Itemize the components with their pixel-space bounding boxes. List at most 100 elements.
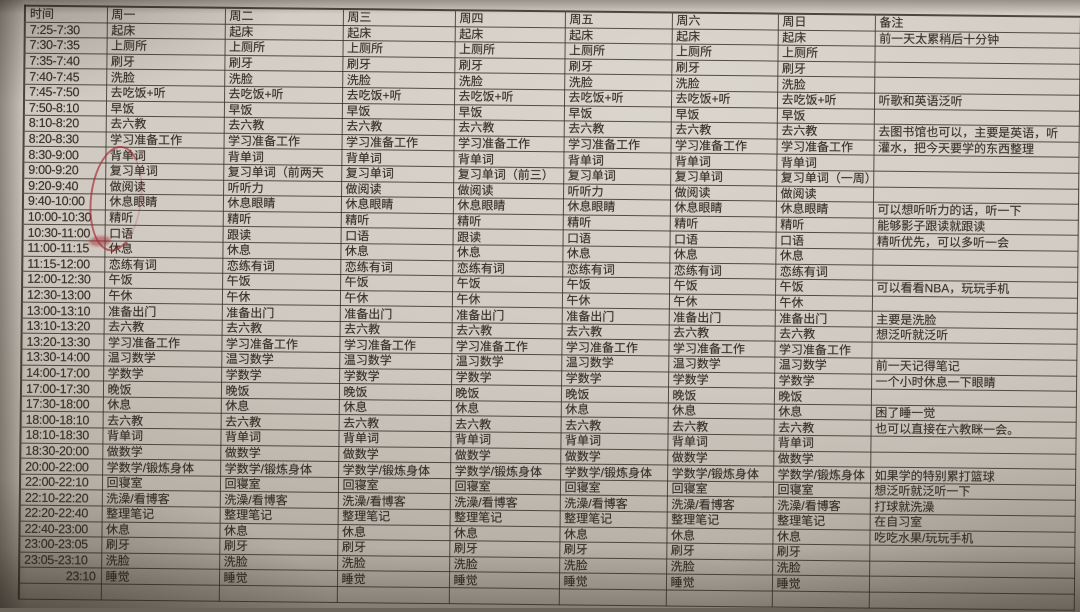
schedule-cell: 刷牙 xyxy=(666,543,773,560)
schedule-cell: 去六教 xyxy=(560,417,668,434)
time-cell: 22:10-22:20 xyxy=(19,489,102,507)
schedule-cell: 学数学 xyxy=(339,368,452,385)
note-cell: 主要是洗脸 xyxy=(871,311,1077,330)
schedule-cell: 去吃饭+听 xyxy=(776,92,875,109)
schedule-cell: 去六教 xyxy=(341,118,454,136)
schedule-cell: 去六教 xyxy=(773,419,871,437)
schedule-cell: 背单词 xyxy=(450,431,561,449)
schedule-cell: 做数学 xyxy=(560,448,668,466)
note-cell: 前一天记得笔记 xyxy=(871,358,1077,376)
schedule-cell: 学习准备工作 xyxy=(451,338,562,355)
schedule-cell: 洗脸 xyxy=(342,71,455,89)
schedule-cell: 休息 xyxy=(337,524,450,541)
schedule-cell: 刷牙 xyxy=(454,57,565,75)
time-cell: 23:05-23:10 xyxy=(19,551,102,569)
time-cell: 9:40-10:00 xyxy=(22,193,106,210)
schedule-cell: 休息 xyxy=(450,400,561,418)
note-cell: 打球就洗澡 xyxy=(869,498,1075,517)
time-cell: 20:00-22:00 xyxy=(20,458,103,475)
schedule-cell: 跟读 xyxy=(222,226,341,244)
schedule-cell: 恋练有词 xyxy=(775,263,873,281)
schedule-cell: 去六教 xyxy=(670,122,777,139)
schedule-cell: 背单词 xyxy=(220,429,339,447)
schedule-cell: 洗澡/看博客 xyxy=(666,496,773,514)
schedule-cell: 口语 xyxy=(669,231,776,248)
schedule-cell: 睡觉 xyxy=(336,570,450,588)
schedule-cell: 温习数学 xyxy=(774,357,872,374)
schedule-cell: 整理笔记 xyxy=(337,508,450,526)
time-cell: 8:30-9:00 xyxy=(23,146,106,163)
schedule-cell: 做数学 xyxy=(220,444,339,462)
schedule-cell: 上厕所 xyxy=(564,43,672,60)
schedule-cell: 精听 xyxy=(775,216,873,234)
schedule-cell: 背单词 xyxy=(223,148,342,166)
schedule-cell: 洗澡/看博客 xyxy=(559,495,667,512)
schedule-cell: 恋练有词 xyxy=(104,256,223,274)
schedule-cell: 学习准备工作 xyxy=(103,334,222,352)
schedule-cell: 温习数学 xyxy=(339,352,452,370)
schedule-cell: 午休 xyxy=(774,294,873,312)
schedule-cell: 休息 xyxy=(669,246,776,264)
time-cell: 9:20-9:40 xyxy=(23,177,106,195)
schedule-cell: 去吃饭+听 xyxy=(453,88,565,106)
schedule-cell: 上厕所 xyxy=(777,45,875,62)
schedule-cell: 休息 xyxy=(666,527,773,545)
time-cell: 7:45-7:50 xyxy=(24,84,107,101)
schedule-cell: 刷牙 xyxy=(219,538,338,556)
time-cell: 22:20-22:40 xyxy=(19,505,102,522)
schedule-cell: 学数学 xyxy=(221,366,340,384)
schedule-cell: 口语 xyxy=(775,232,873,249)
schedule-cell: 学数学 xyxy=(668,371,775,389)
schedule-cell: 学习准备工作 xyxy=(776,138,874,156)
schedule-cell: 休息眼睛 xyxy=(104,194,224,211)
schedule-cell: 温习数学 xyxy=(668,356,775,373)
note-cell: 可以想听听力的话，听一下 xyxy=(872,202,1078,220)
column-header: 周五 xyxy=(564,11,672,29)
schedule-cell xyxy=(218,585,337,603)
schedule-cell: 洗脸 xyxy=(772,559,870,577)
schedule-cell: 早饭 xyxy=(776,107,874,125)
time-cell: 8:10-8:20 xyxy=(23,115,106,132)
schedule-cell: 去六教 xyxy=(561,323,669,341)
schedule-cell: 休息 xyxy=(773,403,871,421)
schedule-cell: 温习数学 xyxy=(103,350,222,367)
schedule-cell: 早饭 xyxy=(670,106,777,124)
schedule-cell: 准备出门 xyxy=(561,308,669,325)
schedule-cell: 刷牙 xyxy=(772,544,870,561)
schedule-cell: 整理笔记 xyxy=(101,506,220,523)
schedule-cell: 学数学 xyxy=(103,365,222,383)
schedule-cell: 精听 xyxy=(340,212,453,229)
time-cell xyxy=(18,583,101,600)
schedule-cell: 洗澡/看博客 xyxy=(101,490,220,508)
schedule-cell xyxy=(558,588,666,606)
schedule-cell: 去六教 xyxy=(563,120,671,138)
schedule-cell: 去六教 xyxy=(103,318,222,336)
schedule-cell: 早饭 xyxy=(453,104,564,121)
schedule-cell: 休息 xyxy=(102,396,221,414)
schedule-cell: 晚饭 xyxy=(338,383,452,401)
schedule-cell: 起床 xyxy=(342,25,455,42)
schedule-cell: 刷牙 xyxy=(564,58,672,76)
time-cell: 22:00-22:10 xyxy=(19,473,103,491)
schedule-cell: 起床 xyxy=(671,28,778,46)
schedule-cell: 刷牙 xyxy=(559,542,667,559)
schedule-cell: 早饭 xyxy=(341,103,454,120)
schedule-cell: 睡觉 xyxy=(448,572,560,589)
schedule-cell: 午饭 xyxy=(775,279,873,296)
schedule-cell: 洗脸 xyxy=(559,557,667,575)
schedule-cell: 洗脸 xyxy=(101,552,220,570)
schedule-cell: 去六教 xyxy=(102,412,221,430)
schedule-cell: 午休 xyxy=(561,292,670,310)
note-cell xyxy=(868,592,1074,610)
schedule-cell: 去吃饭+听 xyxy=(670,90,778,108)
schedule-cell: 准备出门 xyxy=(451,306,562,324)
schedule-cell: 背单词 xyxy=(773,435,871,452)
schedule-cell: 刷牙 xyxy=(101,537,220,555)
schedule-cell: 准备出门 xyxy=(339,305,452,323)
schedule-cell: 午休 xyxy=(668,293,776,311)
time-cell: 8:20-8:30 xyxy=(23,130,106,148)
schedule-cell: 做阅读 xyxy=(341,181,454,198)
schedule-cell: 去六教 xyxy=(221,320,340,337)
schedule-cell: 学数学 xyxy=(561,370,669,388)
schedule-cell: 准备出门 xyxy=(103,303,222,321)
